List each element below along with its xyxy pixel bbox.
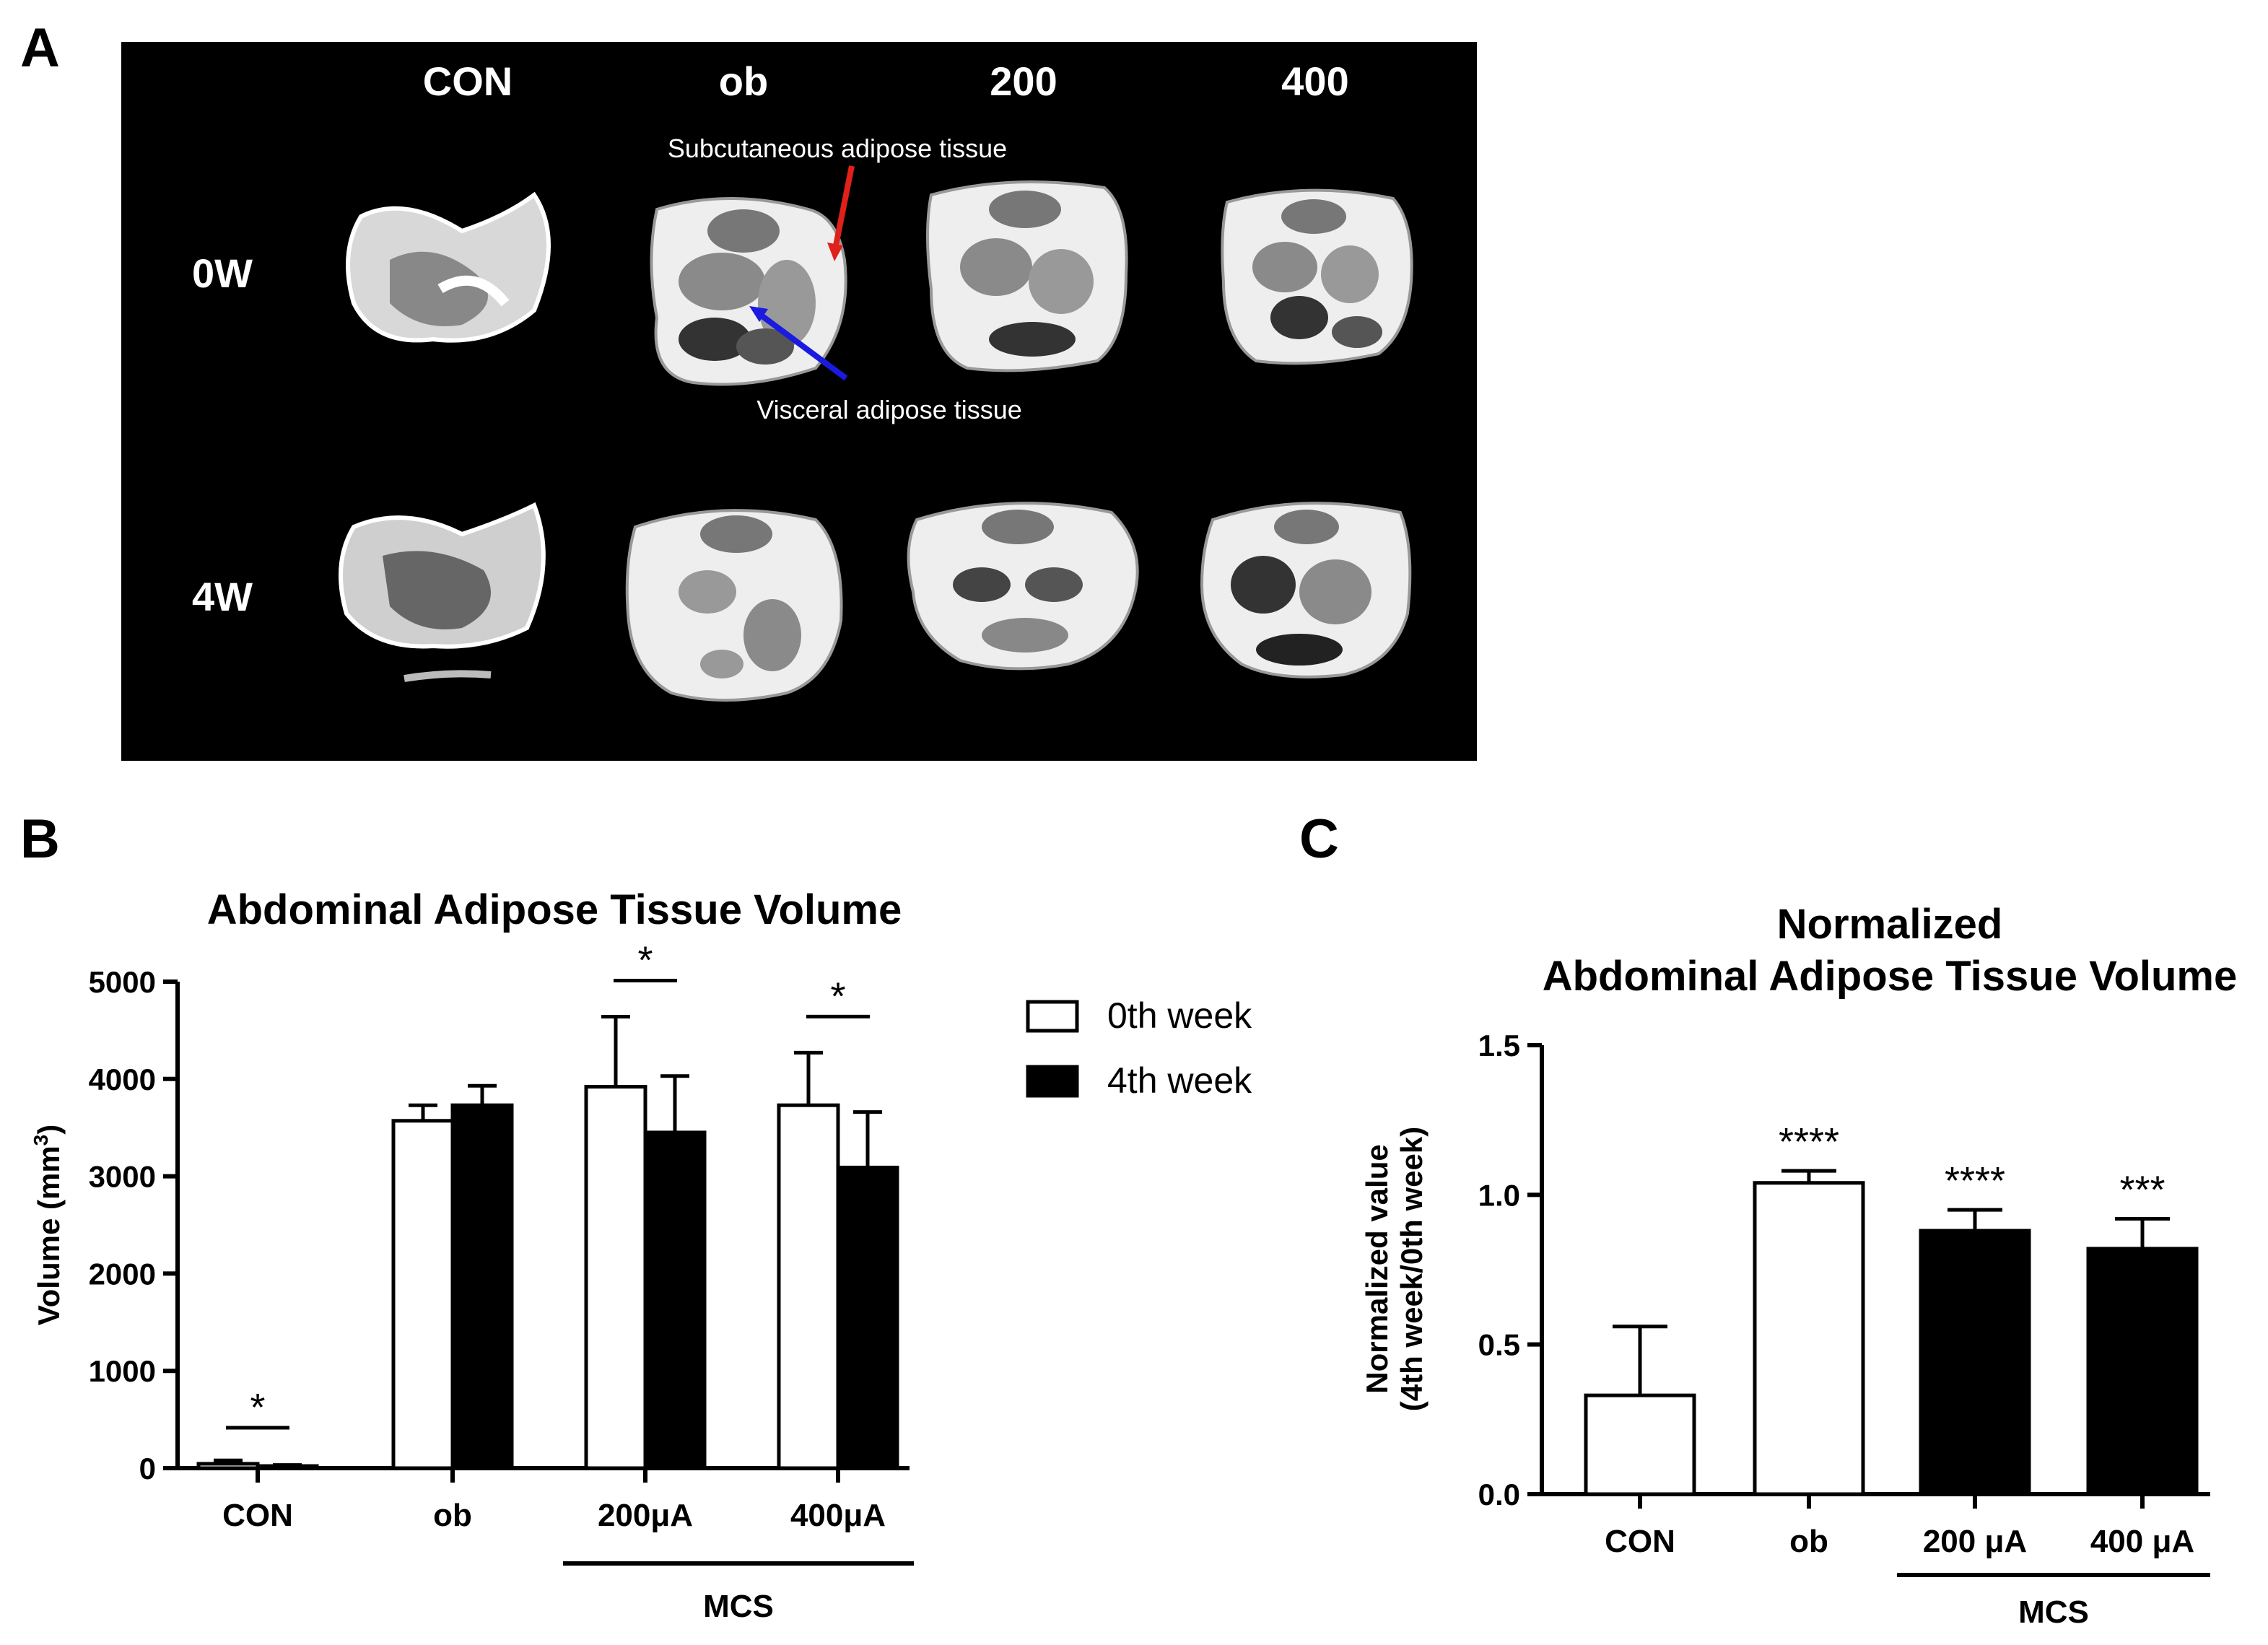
bar-0th-week bbox=[584, 1085, 647, 1470]
chart-c-y-tick-label: 0.0 bbox=[1478, 1478, 1520, 1511]
bar-ob bbox=[1753, 1181, 1865, 1496]
ct-row-label-4w: 4W bbox=[192, 574, 253, 619]
bar-4th-week bbox=[836, 1165, 899, 1470]
bar-4th-week bbox=[643, 1130, 707, 1470]
chart-c-mcs-label: MCS bbox=[2018, 1594, 2089, 1630]
chart-c-y-tick-label: 1.0 bbox=[1478, 1178, 1520, 1212]
chart-c-title-line-2: Abdominal Adipose Tissue Volume bbox=[1543, 953, 2238, 1000]
ct-scan-400-4w bbox=[1200, 502, 1412, 678]
chart-b-y-axis-label: Volume (mm3) bbox=[30, 1125, 66, 1326]
chart-b-y-tick-label: 0 bbox=[139, 1452, 156, 1485]
chart-c-title-line-1: Normalized bbox=[1777, 901, 2003, 948]
panel-b: Abdominal Adipose Tissue Volume Volume (… bbox=[30, 886, 1252, 1624]
significance-label: **** bbox=[1945, 1159, 2005, 1203]
bar-0th-week bbox=[777, 1103, 840, 1470]
chart-b-category-label: CON bbox=[222, 1498, 293, 1533]
chart-c-x-axis: CON ob 200 μA 400 μA bbox=[1605, 1494, 2194, 1559]
ct-column-header-200: 200 bbox=[990, 58, 1057, 104]
chart-b-category-label: 400μA bbox=[790, 1498, 886, 1533]
bar-0th-week bbox=[196, 1462, 260, 1470]
chart-b-title: Abdominal Adipose Tissue Volume bbox=[207, 886, 902, 933]
ct-scan-200-4w bbox=[907, 502, 1139, 671]
bar-200-μa bbox=[1919, 1229, 2031, 1496]
annotation-visceral: Visceral adipose tissue bbox=[756, 395, 1022, 424]
ct-scan-con-4w bbox=[339, 502, 546, 682]
panel-letter-c: C bbox=[1299, 808, 1339, 870]
panel-letter-b: B bbox=[20, 808, 60, 870]
chart-c-y-tick-label: 1.5 bbox=[1478, 1029, 1520, 1063]
chart-b-y-tick-label: 2000 bbox=[89, 1257, 156, 1291]
ct-column-header-ob: ob bbox=[719, 58, 768, 104]
legend-swatch-4th-week bbox=[1026, 1065, 1079, 1098]
ct-scan-400-0w bbox=[1221, 188, 1413, 365]
significance-label: *** bbox=[2119, 1169, 2165, 1212]
ct-row-label-0w: 0W bbox=[192, 250, 253, 296]
ct-scan-200-0w bbox=[926, 180, 1128, 372]
chart-c-bars: ******** *** bbox=[1584, 1120, 2199, 1496]
chart-b-category-label: 200μA bbox=[598, 1498, 693, 1533]
chart-b-legend: 0th week 4th week bbox=[1026, 995, 1252, 1101]
chart-b-mcs-label: MCS bbox=[703, 1589, 774, 1624]
chart-c-y-axis-label-line-1: Normalized value bbox=[1360, 1144, 1394, 1393]
annotation-subcutaneous: Subcutaneous adipose tissue bbox=[668, 134, 1007, 163]
bar-4th-week bbox=[256, 1464, 319, 1470]
chart-c-category-label: ob bbox=[1789, 1524, 1828, 1559]
chart-b-y-tick-label: 4000 bbox=[89, 1063, 156, 1096]
chart-b-y-tick-label: 5000 bbox=[89, 965, 156, 999]
bar-0th-week bbox=[391, 1119, 455, 1470]
ct-scan-ob-4w bbox=[625, 509, 843, 702]
chart-c-category-label: 400 μA bbox=[2090, 1524, 2194, 1559]
chart-c-y-axis-label-line-2: (4th week/0th week) bbox=[1395, 1127, 1429, 1411]
chart-c-category-label: CON bbox=[1605, 1524, 1675, 1559]
bar-400-μa bbox=[2086, 1247, 2199, 1496]
significance-label: * bbox=[637, 939, 653, 982]
chart-b-x-axis: CON ob 200μA 400μA bbox=[222, 1468, 886, 1533]
chart-c-y-tick-label: 0.5 bbox=[1478, 1328, 1520, 1362]
chart-b-category-label: ob bbox=[433, 1498, 472, 1533]
ct-scan-con-0w bbox=[346, 191, 551, 343]
panel-letter-a: A bbox=[20, 17, 60, 79]
panel-c: Normalized Abdominal Adipose Tissue Volu… bbox=[1360, 901, 2237, 1630]
chart-c-category-label: 200 μA bbox=[1923, 1524, 2027, 1559]
chart-b-significance: * * * bbox=[226, 939, 870, 1430]
chart-b-y-tick-label: 3000 bbox=[89, 1160, 156, 1194]
chart-b-bars bbox=[196, 1015, 899, 1470]
chart-b-y-tick-label: 1000 bbox=[89, 1354, 156, 1388]
legend-label-4th-week: 4th week bbox=[1107, 1060, 1252, 1101]
ct-scan-ob-0w bbox=[650, 165, 855, 386]
legend-swatch-0th-week bbox=[1026, 1000, 1079, 1033]
subcutaneous-arrow bbox=[832, 165, 855, 253]
ct-column-header-con: CON bbox=[423, 58, 513, 104]
bar-4th-week bbox=[450, 1103, 514, 1470]
significance-label: **** bbox=[1779, 1120, 1839, 1164]
visceral-arrow bbox=[754, 309, 848, 381]
ct-column-header-400: 400 bbox=[1281, 58, 1348, 104]
significance-label: * bbox=[830, 974, 845, 1018]
significance-label: * bbox=[250, 1386, 265, 1429]
bar-con bbox=[1584, 1393, 1696, 1496]
panel-a: CON ob 200 400 0W 4W bbox=[121, 42, 1477, 761]
legend-label-0th-week: 0th week bbox=[1107, 995, 1252, 1036]
